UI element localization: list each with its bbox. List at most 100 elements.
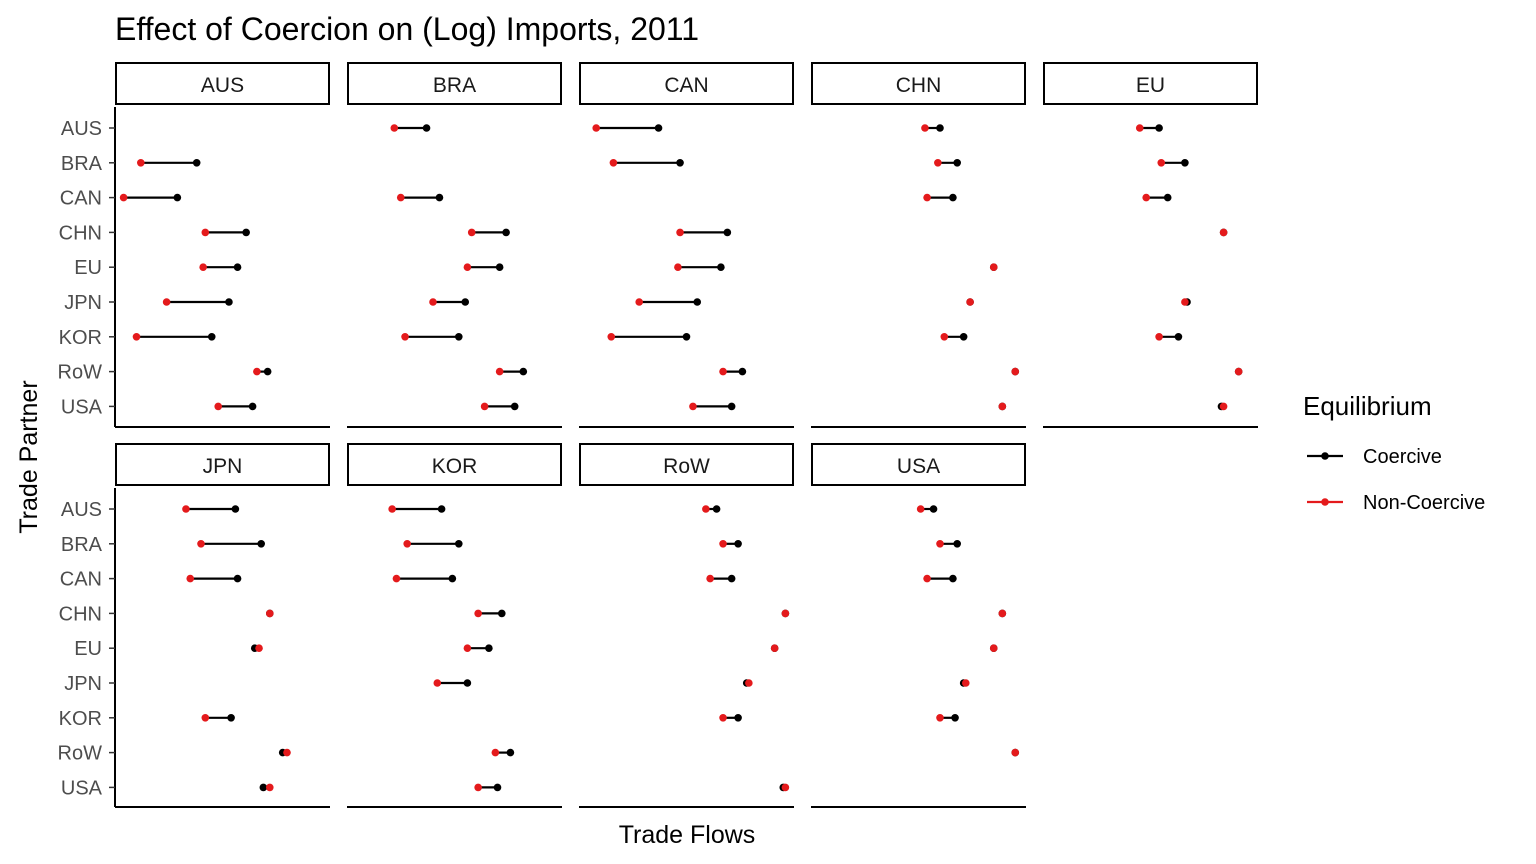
noncoercive-point-RoW xyxy=(719,367,727,376)
noncoercive-point-CAN xyxy=(396,193,405,202)
coercive-point-BRA xyxy=(455,540,463,548)
coercive-point-AUS xyxy=(437,505,446,513)
noncoercive-point-JPN xyxy=(429,298,437,306)
facet-strip-label: EU xyxy=(1136,74,1165,97)
noncoercive-point-CAN xyxy=(119,193,128,202)
coercive-point-EU xyxy=(717,263,725,272)
facet-panel-BRA: BRA xyxy=(347,62,562,428)
facet-panel-KOR: KOR xyxy=(347,443,562,808)
facet-panel-EU: EU xyxy=(1043,62,1258,428)
y-tick-label: EU xyxy=(74,638,102,660)
coercive-point-CAN xyxy=(173,193,182,202)
noncoercive-point-BRA xyxy=(137,159,145,167)
chart-title: Effect of Coercion on (Log) Imports, 201… xyxy=(115,11,699,47)
y-tick-label: CHN xyxy=(59,603,102,625)
facet-strip xyxy=(347,443,562,486)
coercive-point-AUS xyxy=(654,124,663,132)
x-axis-label: Trade Flows xyxy=(619,821,756,849)
noncoercive-point-JPN xyxy=(962,679,970,687)
coercive-point-CAN xyxy=(949,574,957,583)
legend-label: Non-Coercive xyxy=(1363,492,1485,514)
facet-strip xyxy=(579,443,794,486)
facet-panel-USA: USA xyxy=(811,443,1026,808)
legend-key-point xyxy=(1321,498,1329,506)
y-tick-label: AUS xyxy=(61,118,102,140)
coercive-point-CAN xyxy=(1163,193,1172,202)
noncoercive-point-RoW xyxy=(491,748,500,757)
coercive-point-BRA xyxy=(676,159,684,167)
coercive-point-USA xyxy=(727,402,736,411)
coercive-point-AUS xyxy=(1155,124,1163,132)
coercive-point-KOR xyxy=(959,333,968,341)
noncoercive-point-KOR xyxy=(132,333,141,341)
coercive-point-CAN xyxy=(435,193,444,202)
noncoercive-point-JPN xyxy=(635,298,643,306)
coercive-point-KOR xyxy=(951,714,959,722)
coercive-point-BRA xyxy=(953,159,961,167)
coercive-point-AUS xyxy=(712,505,721,513)
facet-strip-label: AUS xyxy=(201,74,244,97)
y-tick-label: RoW xyxy=(58,743,103,765)
coercive-point-CHN xyxy=(242,228,250,237)
noncoercive-point-EU xyxy=(199,263,207,272)
legend-key-point xyxy=(1321,452,1329,460)
noncoercive-point-CAN xyxy=(392,574,401,583)
facet-strip xyxy=(115,62,330,105)
coercive-point-EU xyxy=(233,263,242,272)
facet-strip-label: KOR xyxy=(432,455,478,478)
noncoercive-point-EU xyxy=(989,644,998,652)
facet-strip-label: CAN xyxy=(664,74,708,97)
noncoercive-point-BRA xyxy=(936,540,944,548)
coercive-point-KOR xyxy=(455,333,463,341)
noncoercive-point-JPN xyxy=(433,679,442,687)
y-tick-label: JPN xyxy=(64,292,102,314)
noncoercive-point-BRA xyxy=(609,159,618,167)
noncoercive-point-USA xyxy=(781,783,790,792)
noncoercive-point-KOR xyxy=(201,714,210,722)
noncoercive-point-KOR xyxy=(719,714,727,722)
y-tick-label: CAN xyxy=(60,188,102,210)
coercive-point-CHN xyxy=(502,228,510,237)
facet-panel-CAN: CAN xyxy=(579,62,794,428)
noncoercive-point-BRA xyxy=(403,540,412,548)
noncoercive-point-AUS xyxy=(921,124,929,132)
y-tick-label: CAN xyxy=(60,569,102,591)
noncoercive-point-KOR xyxy=(1155,333,1163,341)
noncoercive-point-KOR xyxy=(940,333,949,341)
coercive-point-JPN xyxy=(463,679,472,687)
noncoercive-point-BRA xyxy=(934,159,942,167)
noncoercive-point-CHN xyxy=(781,609,790,618)
noncoercive-point-KOR xyxy=(401,333,409,341)
coercive-point-KOR xyxy=(734,714,742,722)
noncoercive-point-CAN xyxy=(706,574,714,583)
facet-strip-label: JPN xyxy=(203,455,243,478)
coercive-point-CAN xyxy=(233,574,242,583)
legend-title: Equilibrium xyxy=(1303,391,1432,421)
noncoercive-point-JPN xyxy=(1181,298,1189,306)
coercive-point-JPN xyxy=(225,298,233,306)
y-tick-label: KOR xyxy=(59,708,102,730)
noncoercive-point-RoW xyxy=(253,367,261,376)
noncoercive-point-USA xyxy=(214,402,222,411)
facet-strip xyxy=(115,443,330,486)
coercive-point-AUS xyxy=(231,505,240,513)
coercive-point-AUS xyxy=(929,505,938,513)
y-tick-label: USA xyxy=(61,396,103,418)
coercive-point-AUS xyxy=(422,124,431,132)
noncoercive-point-EU xyxy=(255,644,263,652)
noncoercive-point-AUS xyxy=(702,505,710,513)
facet-panel-CHN: CHN xyxy=(811,62,1026,428)
noncoercive-point-CHN xyxy=(1219,228,1228,237)
noncoercive-point-EU xyxy=(463,263,472,272)
coercive-point-EU xyxy=(495,263,504,272)
noncoercive-point-AUS xyxy=(592,124,600,132)
noncoercive-point-CAN xyxy=(186,574,195,583)
noncoercive-point-USA xyxy=(480,402,489,411)
noncoercive-point-RoW xyxy=(495,367,504,376)
coercive-point-BRA xyxy=(257,540,266,548)
coercive-point-BRA xyxy=(734,540,742,548)
y-tick-label: CHN xyxy=(59,222,102,244)
noncoercive-point-EU xyxy=(463,644,472,652)
noncoercive-point-RoW xyxy=(1011,748,1020,757)
